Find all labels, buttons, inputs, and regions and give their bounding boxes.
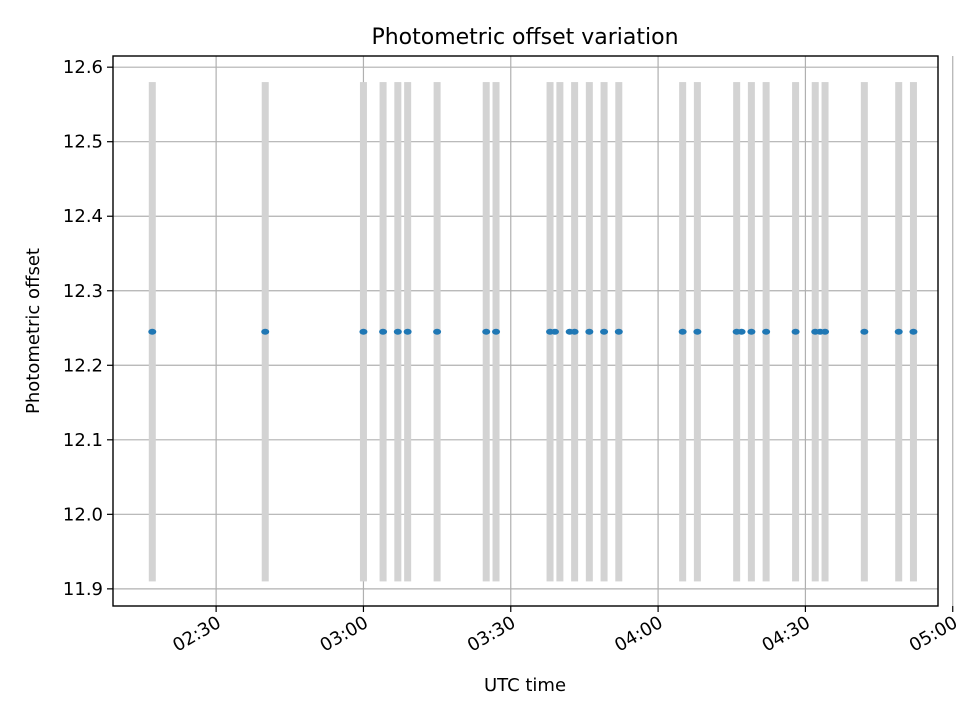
band-bar [556, 82, 564, 582]
x-tick-label: 05:00 [906, 612, 960, 656]
chart-title: Photometric offset variation [371, 25, 678, 50]
x-axis-label: UTC time [484, 675, 566, 696]
y-tick-label: 12.5 [63, 132, 103, 153]
data-point [791, 328, 800, 335]
data-point [379, 328, 388, 335]
data-point [261, 328, 270, 335]
data-point [860, 328, 869, 335]
data-point [821, 328, 830, 335]
data-point [737, 328, 746, 335]
x-tick-label: 04:30 [758, 612, 813, 656]
y-tick-label: 12.4 [63, 206, 103, 227]
data-point [550, 328, 559, 335]
point-layer [148, 328, 918, 335]
data-point [614, 328, 623, 335]
x-tick-label: 02:30 [169, 612, 224, 656]
y-tick-label: 12.3 [63, 281, 103, 302]
data-point [693, 328, 702, 335]
data-point [403, 328, 412, 335]
data-point [585, 328, 594, 335]
y-tick-label: 11.9 [63, 579, 103, 600]
data-point [678, 328, 687, 335]
data-point [570, 328, 579, 335]
data-point [909, 328, 918, 335]
grid-layer [113, 56, 954, 606]
data-point [492, 328, 501, 335]
x-tick-label: 03:00 [317, 612, 372, 656]
data-point [894, 328, 903, 335]
data-point [482, 328, 491, 335]
x-tick-label: 04:00 [611, 612, 666, 656]
x-axis: 02:30 03:00 03:30 04:00 04:30 05:00 [169, 606, 960, 656]
data-point [393, 328, 402, 335]
data-point [747, 328, 756, 335]
y-tick-label: 12.1 [63, 430, 103, 451]
data-point [762, 328, 771, 335]
y-tick-label: 12.0 [63, 504, 103, 525]
y-tick-label: 12.2 [63, 355, 103, 376]
y-tick-label: 12.6 [63, 57, 103, 78]
plot-frame [112, 55, 939, 607]
y-axis: 11.9 12.0 12.1 12.2 12.3 12.4 12.5 12.6 [63, 57, 113, 600]
data-point [433, 328, 442, 335]
data-point [600, 328, 609, 335]
data-point [148, 328, 157, 335]
data-point [359, 328, 368, 335]
x-tick-label: 03:30 [464, 612, 519, 656]
y-axis-label: Photometric offset [23, 248, 44, 414]
